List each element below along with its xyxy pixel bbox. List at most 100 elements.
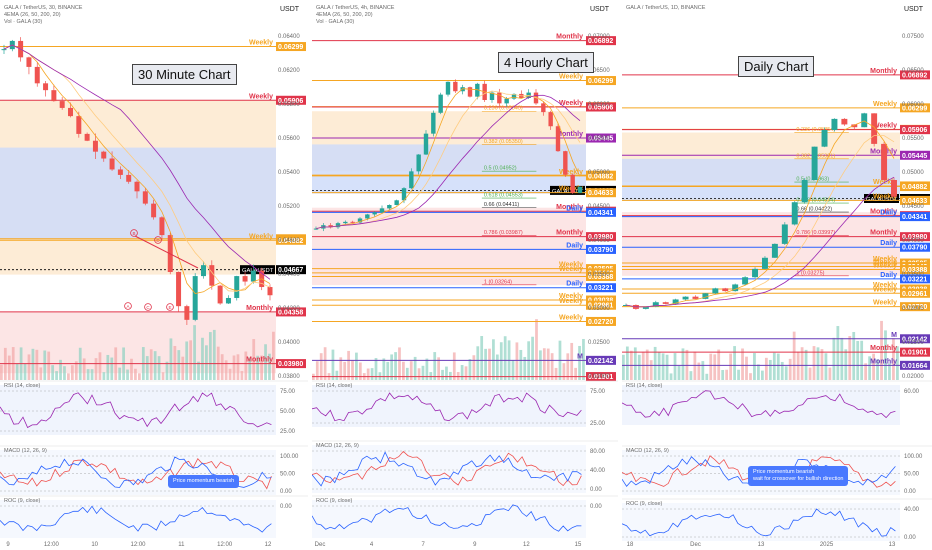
volume-bar (709, 353, 713, 380)
candle-body (192, 276, 198, 320)
swing-label: D (156, 238, 160, 243)
volume-bar (268, 353, 271, 380)
candle-body (445, 81, 451, 95)
volume-bar (832, 337, 836, 380)
indicator-tick: 50.00 (280, 409, 296, 415)
volume-bar (653, 346, 657, 380)
panel-subtitle: 4EMA (26, 50, 200, 20) (4, 12, 61, 18)
volume-bar (67, 373, 70, 380)
level-tag: Weekly (559, 74, 583, 81)
level-tag: Weekly (559, 298, 583, 305)
price-axis-tick: 0.03000 (588, 306, 610, 312)
candle-body (242, 276, 248, 282)
volume-bar (82, 358, 86, 380)
swing-label: B (132, 231, 135, 236)
price-axis-tick: 0.02500 (588, 340, 610, 346)
time-axis-tick: 12:00 (44, 542, 60, 548)
candle-body (217, 285, 223, 304)
candle-body (623, 305, 629, 306)
level-tag: M (891, 332, 897, 339)
annotation-note-line: Price momentum bearish (753, 469, 815, 475)
volume-bar (185, 341, 189, 380)
volume-bar (343, 361, 347, 380)
price-axis-tick: 0.06400 (278, 34, 300, 40)
candle-body (652, 302, 659, 307)
indicator-tick: 80.00 (590, 449, 606, 455)
time-axis-tick: Dec (315, 542, 326, 548)
volume-bar (550, 353, 554, 380)
indicator-band (622, 385, 900, 425)
price-axis-tick: 0.07000 (588, 34, 610, 40)
candle-body (209, 265, 215, 286)
price-tag (900, 232, 930, 242)
price-tag (900, 242, 930, 252)
level-tag: Weekly (873, 286, 897, 293)
price-tag (586, 76, 616, 86)
volume-bar (503, 336, 507, 380)
trendline (134, 235, 199, 269)
volume-bar (35, 349, 39, 380)
price-axis-tick: 0.03500 (902, 272, 924, 278)
volume-bar (515, 342, 519, 380)
price-tag-label: 0.03790 (902, 245, 927, 252)
candle-body (642, 306, 649, 309)
price-axis-tick: 0.04000 (902, 238, 924, 244)
price-axis-tick: 0.05000 (588, 170, 610, 176)
indicator-name: ROC (9, close) (626, 501, 663, 507)
volume-bar (761, 370, 764, 380)
candle-body (511, 93, 517, 99)
volume-bar (355, 352, 358, 380)
volume-bar (157, 356, 161, 380)
time-axis-tick: 13 (889, 542, 896, 548)
indicator-band (0, 385, 276, 435)
candle-body (742, 277, 749, 285)
volume-bar (193, 325, 196, 380)
time-axis-tick: 12 (265, 542, 272, 548)
moving-average (3, 44, 271, 280)
candle-body (791, 202, 798, 225)
price-tag-label: 0.02720 (588, 319, 613, 326)
annotation-note: Price momentum bearish (168, 475, 240, 488)
price-axis-tick: 0.05600 (278, 136, 300, 142)
volume-bar (212, 329, 216, 380)
candle-body (387, 205, 392, 209)
volume-bar (800, 347, 804, 380)
price-axis-tick: 0.04000 (278, 340, 300, 346)
volume-bar (860, 340, 864, 380)
indicator-line (312, 392, 582, 422)
price-tag (276, 42, 306, 52)
volume-bar (848, 336, 852, 380)
indicator-tick: 25.00 (280, 429, 296, 435)
panel-volume-label: Vol · GALA (30) (316, 19, 354, 25)
indicator-name: MACD (12, 26, 9) (626, 448, 669, 454)
candle-body (548, 112, 553, 127)
volume-bar (256, 355, 260, 380)
volume-bar (633, 347, 637, 380)
volume-bar (828, 367, 832, 380)
price-tag-label: 0.05445 (588, 136, 613, 143)
candle-body (401, 188, 407, 201)
price-tag (900, 103, 930, 113)
price-tag (900, 334, 930, 344)
volume-bar (252, 339, 256, 380)
candle-body (811, 146, 818, 180)
volume-bar (888, 363, 891, 380)
volume-bar (488, 348, 491, 380)
candle-body (563, 151, 568, 175)
level-tag: Weekly (559, 266, 583, 273)
volume-bar (153, 351, 157, 380)
volume-bar (374, 358, 378, 380)
indicator-name: MACD (12, 26, 9) (316, 443, 359, 449)
volume-bar (394, 352, 397, 380)
price-tag (586, 133, 616, 143)
candle-body (662, 302, 669, 304)
price-axis-tick: 0.05800 (278, 102, 300, 108)
candle-body (831, 118, 838, 130)
indicator-band (0, 450, 276, 495)
volume-bar (836, 326, 840, 380)
volume-bar (753, 353, 756, 380)
time-axis-tick: 4 (370, 542, 374, 548)
volume-bar (118, 367, 122, 380)
moving-average (625, 120, 895, 308)
